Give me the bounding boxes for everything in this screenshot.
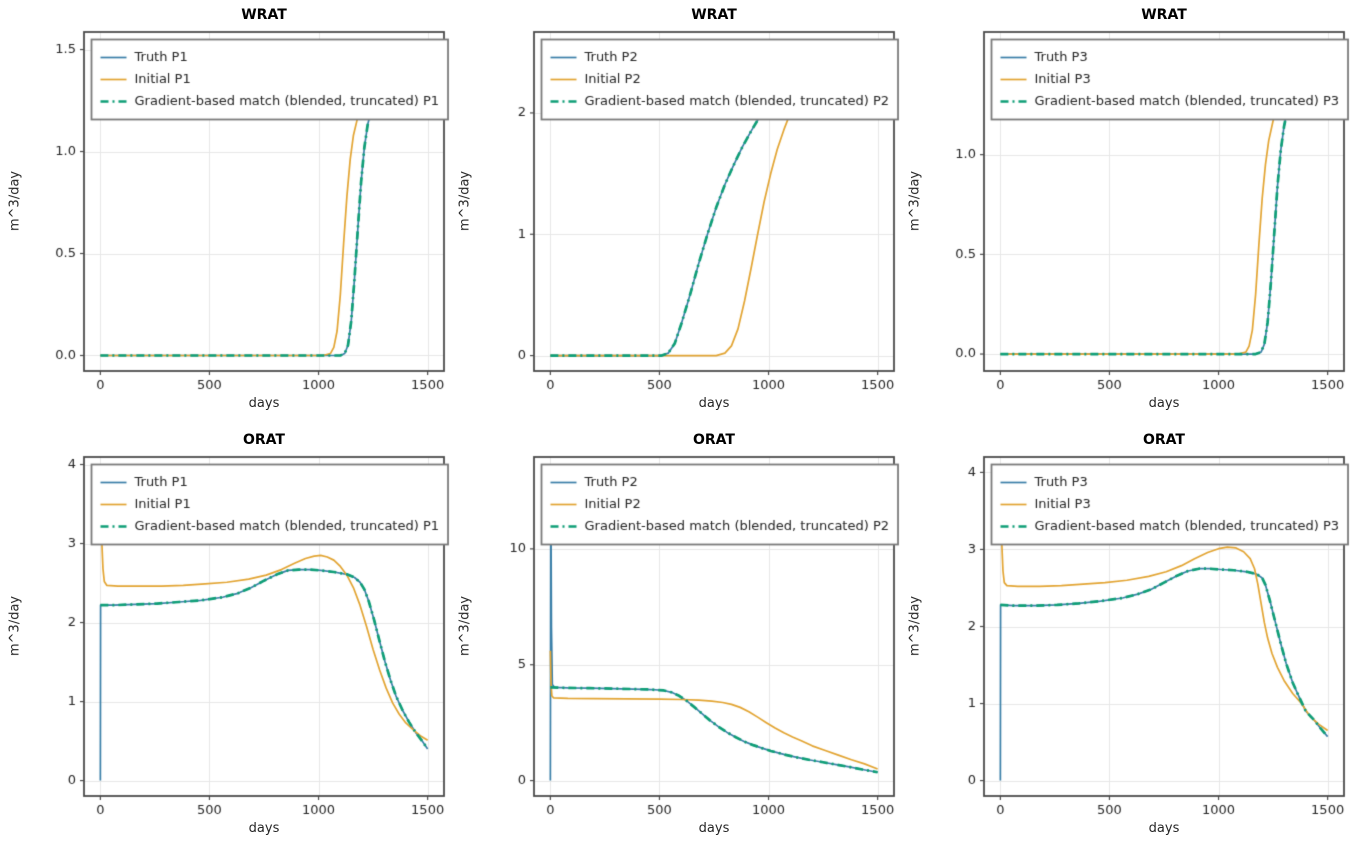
y-axis-label: m^3/day	[7, 170, 23, 232]
plot-canvas-orat-p2	[450, 425, 900, 850]
plot-title: WRAT	[1141, 7, 1187, 23]
y-axis-label: m^3/day	[7, 595, 23, 657]
subplot-orat-p2: ORAT m^3/day days	[450, 425, 900, 850]
subplot-wrat-p1: WRAT m^3/day days	[0, 0, 450, 425]
x-axis-label: days	[248, 396, 280, 411]
y-axis-label: m^3/day	[457, 595, 473, 657]
plot-canvas-wrat-p2	[450, 0, 900, 425]
y-axis-label: m^3/day	[907, 595, 923, 657]
x-axis-label: days	[248, 821, 280, 836]
x-axis-label: days	[698, 821, 730, 836]
subplot-wrat-p3: WRAT m^3/day days	[900, 0, 1350, 425]
plot-title: ORAT	[1143, 432, 1185, 448]
plot-title: ORAT	[693, 432, 735, 448]
plot-title: ORAT	[243, 432, 285, 448]
plot-canvas-orat-p1	[0, 425, 450, 850]
plot-canvas-orat-p3	[900, 425, 1350, 850]
x-axis-label: days	[1148, 396, 1180, 411]
plot-canvas-wrat-p1	[0, 0, 450, 425]
y-axis-label: m^3/day	[457, 170, 473, 232]
subplot-orat-p1: ORAT m^3/day days	[0, 425, 450, 850]
plot-canvas-wrat-p3	[900, 0, 1350, 425]
subplot-orat-p3: ORAT m^3/day days	[900, 425, 1350, 850]
plot-title: WRAT	[241, 7, 287, 23]
plot-title: WRAT	[691, 7, 737, 23]
y-axis-label: m^3/day	[907, 170, 923, 232]
x-axis-label: days	[698, 396, 730, 411]
subplot-wrat-p2: WRAT m^3/day days	[450, 0, 900, 425]
x-axis-label: days	[1148, 821, 1180, 836]
